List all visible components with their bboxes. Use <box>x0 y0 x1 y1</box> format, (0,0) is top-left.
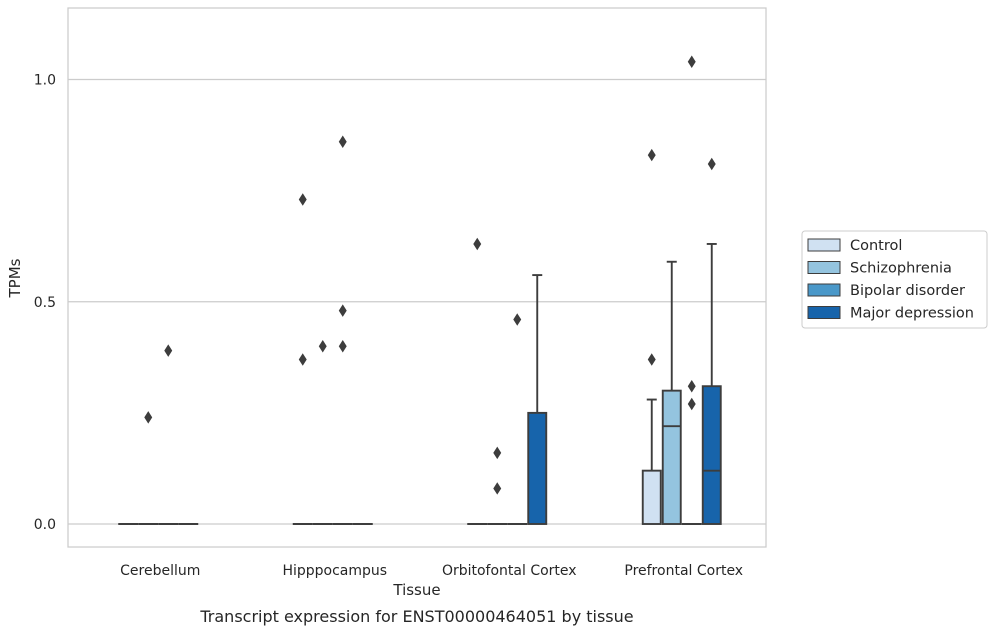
plot-area <box>67 7 767 548</box>
box <box>292 193 313 525</box>
box <box>527 274 548 525</box>
outlier-marker <box>647 353 656 366</box>
outlier-marker <box>144 411 153 424</box>
outlier-marker <box>318 339 327 353</box>
outlier-marker <box>298 353 307 366</box>
outlier-marker <box>298 193 307 206</box>
y-tick-labels: 0.00.51.01.52.0 <box>34 73 56 534</box>
outlier-marker <box>338 304 347 317</box>
legend-swatch <box>807 283 841 297</box>
x-axis-label: Tissue <box>392 581 440 599</box>
y-tick-label: 1.0 <box>34 73 56 89</box>
outlier-marker <box>338 135 347 148</box>
legend-label: Control <box>850 238 902 254</box>
box <box>681 55 702 525</box>
legend-swatch <box>807 261 841 274</box>
outlier-marker <box>164 344 173 357</box>
box <box>507 313 528 525</box>
x-tick-label: Prefrontal Cortex <box>624 563 743 579</box>
y-axis-label: TPMs <box>6 258 24 298</box>
legend-label: Major depression <box>850 306 974 322</box>
y-tick-label: 0.0 <box>34 517 56 533</box>
x-tick-label: Cerebellum <box>120 563 200 579</box>
outlier-marker <box>513 313 522 326</box>
outlier-marker <box>493 482 502 495</box>
outlier-marker <box>687 397 696 411</box>
box <box>701 157 722 525</box>
box-rect <box>527 411 548 525</box>
outlier-marker <box>647 148 656 162</box>
x-tick-label: Orbitofontal Cortex <box>442 563 577 579</box>
legend-swatch <box>807 238 841 252</box>
box <box>332 135 353 525</box>
outlier-marker <box>687 55 696 68</box>
legend-frame <box>801 230 988 329</box>
outlier-marker <box>473 237 482 251</box>
box <box>467 237 488 525</box>
x-tick-labels: Cerebellum Hipppocampus Orbitofontal Corte… <box>120 563 743 579</box>
box <box>641 148 662 525</box>
outlier-marker <box>493 446 502 460</box>
box <box>312 339 333 525</box>
box-series <box>118 55 722 525</box>
box <box>661 260 682 525</box>
outlier-marker <box>707 157 716 171</box>
legend-label: Schizophrenia <box>850 261 952 277</box>
legend-label: Bipolar disorder <box>850 283 965 299</box>
x-tick-label: Hipppocampus <box>282 563 387 579</box>
box-rect <box>641 469 662 525</box>
outlier-marker <box>687 379 696 393</box>
series-bipolar-disorder <box>158 55 702 525</box>
y-tick-label: 0.5 <box>34 295 56 311</box>
box <box>158 344 179 525</box>
chart-caption: Transcript expression for ENST0000046405… <box>199 607 633 626</box>
box <box>487 446 508 525</box>
series-schizophrenia <box>138 260 682 525</box>
box-rect <box>701 385 722 525</box>
legend-swatch <box>807 306 841 319</box>
box-rect <box>661 389 682 525</box>
legend: Control Schizophrenia Bipolar disorder Majo… <box>801 230 988 329</box>
box <box>138 411 159 525</box>
series-control <box>118 148 662 525</box>
outlier-marker <box>338 339 347 353</box>
series-major-depression <box>178 157 722 525</box>
